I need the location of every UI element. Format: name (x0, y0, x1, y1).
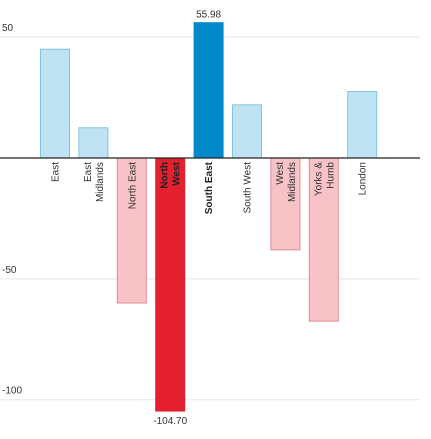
y-tick-label: -100 (2, 386, 22, 397)
category-label-line: East (83, 162, 94, 182)
category-label-east: East (51, 162, 62, 182)
category-label-line: South East (204, 161, 215, 214)
y-axis-ticks: 50 -50 -100 (2, 23, 22, 397)
category-label-line: East (51, 162, 62, 182)
category-label-line: West (172, 161, 183, 185)
bar-yorks-and-humb (308, 157, 339, 322)
data-labels: 55.98 -104.70 (153, 10, 221, 427)
category-label-yorks-and-humb: Yorks & Humb (313, 162, 336, 197)
category-label-line: Humb (325, 162, 336, 189)
category-label-north-west: North West (160, 161, 183, 188)
category-label-line: London (358, 162, 369, 195)
y-tick-label: 50 (2, 23, 14, 34)
category-label-line: South West (243, 162, 254, 214)
category-label-line: Midlands (95, 162, 106, 202)
category-label-west-midlands: West Midlands (275, 162, 298, 202)
bar-london (347, 91, 378, 159)
category-label-line: North (160, 162, 171, 189)
category-label-line: North East (127, 162, 138, 209)
bar-south-west (232, 104, 262, 159)
data-label-north-west: -104.70 (153, 416, 187, 427)
category-label-london: London (358, 162, 369, 195)
category-label-line: Midlands (287, 162, 298, 202)
bar-east (40, 48, 70, 159)
category-label-south-west: South West (243, 162, 254, 214)
category-label-line: Yorks & (313, 162, 324, 196)
category-label-line: West (275, 162, 286, 185)
category-labels: East East Midlands North East North West South… (51, 161, 369, 214)
data-label-south-east: 55.98 (196, 10, 221, 21)
bar-east-midlands (78, 127, 109, 159)
category-label-east-midlands: East Midlands (83, 162, 106, 202)
bar-north-east (116, 157, 147, 304)
y-tick-label: -50 (2, 265, 17, 276)
bar-south-east (193, 22, 224, 159)
category-label-north-east: North East (127, 162, 138, 209)
bars (40, 22, 378, 412)
bar-north-west (155, 157, 186, 412)
category-label-south-east: South East (204, 161, 215, 214)
